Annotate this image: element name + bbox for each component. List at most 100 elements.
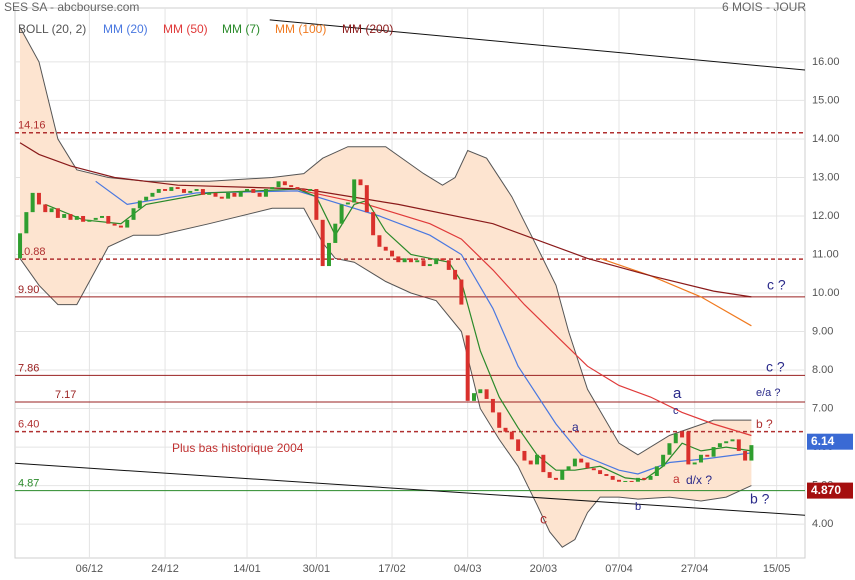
candle-body — [541, 454, 546, 473]
candle-body — [55, 208, 60, 218]
candle-body — [434, 258, 439, 265]
candle-body — [257, 192, 262, 197]
candle-body — [383, 246, 388, 251]
candle-body — [24, 212, 29, 234]
annotation: Plus bas historique 2004 — [172, 441, 304, 455]
x-tick-label: 24/12 — [151, 563, 179, 575]
candle-body — [516, 439, 521, 451]
candle-body — [112, 223, 117, 226]
candle-body — [308, 189, 313, 191]
candle-body — [219, 196, 224, 199]
candle-body — [282, 181, 287, 186]
candle-body — [125, 219, 130, 228]
candle-body — [226, 192, 231, 199]
candle-body — [749, 445, 754, 461]
annotation: c ? — [767, 277, 786, 293]
moving-average — [95, 180, 752, 475]
candle-body — [251, 189, 256, 193]
y-tick-label: 8.00 — [812, 364, 833, 376]
annotation: c — [540, 511, 547, 527]
candle-body — [446, 260, 451, 270]
candle-body — [686, 431, 691, 465]
candle-body — [427, 264, 432, 267]
candle-body — [629, 480, 634, 482]
candle-body — [724, 441, 729, 444]
x-tick-label: 06/12 — [76, 563, 104, 575]
legend-entry: MM (100) — [275, 22, 326, 36]
candle-body — [30, 192, 35, 213]
candle-body — [661, 454, 666, 467]
candle-body — [49, 208, 54, 213]
candle-body — [345, 202, 350, 205]
candle-body — [188, 190, 193, 193]
candle-body — [736, 439, 741, 451]
annotation: a — [572, 420, 579, 434]
candle-body — [106, 215, 111, 224]
candle-body — [314, 189, 319, 220]
candle-body — [36, 192, 41, 205]
candle-body — [484, 389, 489, 399]
candle-body — [207, 192, 212, 195]
candle-body — [453, 269, 458, 280]
candle-body — [301, 189, 306, 191]
legend-entry: BOLL (20, 2) — [18, 22, 86, 36]
annotation: e/a ? — [756, 387, 780, 399]
candle-body — [74, 215, 79, 220]
candle-body — [62, 214, 67, 218]
candle-body — [100, 215, 105, 218]
candle-body — [194, 189, 199, 191]
price-tag-label: 4.870 — [811, 483, 841, 497]
candle-body — [623, 480, 628, 482]
candle-body — [717, 443, 722, 448]
candle-body — [604, 474, 609, 476]
candle-body — [698, 454, 703, 463]
x-tick-label: 15/05 — [763, 563, 791, 575]
candle-body — [667, 443, 672, 455]
candle-body — [131, 208, 136, 220]
candle-body — [289, 185, 294, 188]
moving-average — [303, 190, 752, 437]
candle-body — [352, 179, 357, 203]
annotation: b ? — [750, 491, 770, 507]
candle-body — [68, 214, 73, 220]
candle-body — [654, 466, 659, 476]
y-tick-label: 10.00 — [812, 287, 840, 299]
candle-body — [528, 460, 533, 465]
candle-body — [459, 279, 464, 305]
candle-body — [692, 462, 697, 465]
candle-body — [503, 427, 508, 432]
x-tick-label: 07/04 — [605, 563, 633, 575]
candle-body — [585, 462, 590, 469]
candle-body — [169, 187, 174, 191]
price-tag-label: 6.14 — [811, 434, 835, 448]
chart-title: SES SA - abcbourse.com — [4, 0, 139, 14]
candle-body — [421, 260, 426, 267]
candle-body — [566, 466, 571, 471]
moving-average — [19, 142, 752, 298]
y-tick-label: 7.00 — [812, 402, 833, 414]
level-label: 6.40 — [18, 419, 39, 431]
candle-body — [591, 468, 596, 471]
candle-body — [333, 223, 338, 243]
candle-body — [572, 458, 577, 467]
candle-body — [371, 212, 376, 236]
candle-body — [553, 477, 558, 480]
candle-body — [648, 475, 653, 480]
candle-body — [560, 470, 565, 480]
candle-body — [610, 475, 615, 480]
y-tick-label: 4.00 — [812, 518, 833, 530]
legend-entry: MM (7) — [222, 22, 260, 36]
level-label: 9.90 — [18, 284, 39, 296]
candle-body — [402, 258, 407, 263]
candle-body — [276, 181, 281, 188]
candle-body — [320, 219, 325, 267]
candle-body — [175, 187, 180, 190]
candle-body — [673, 433, 678, 444]
annotation: a — [673, 472, 680, 486]
candle-body — [522, 450, 527, 461]
candle-body — [680, 431, 685, 438]
candle-body — [18, 233, 23, 259]
candle-body — [156, 189, 161, 193]
candle-body — [270, 187, 275, 190]
